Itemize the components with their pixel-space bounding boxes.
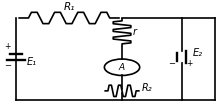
- Text: +: +: [186, 59, 192, 68]
- Text: +: +: [4, 42, 10, 51]
- Text: r: r: [133, 27, 137, 37]
- Text: R₁: R₁: [63, 2, 75, 12]
- Text: E₂: E₂: [193, 48, 203, 58]
- Text: E₁: E₁: [27, 57, 37, 67]
- Text: −: −: [4, 61, 11, 70]
- Text: A: A: [119, 63, 125, 72]
- Text: R₂: R₂: [142, 83, 153, 93]
- Text: −: −: [168, 59, 175, 68]
